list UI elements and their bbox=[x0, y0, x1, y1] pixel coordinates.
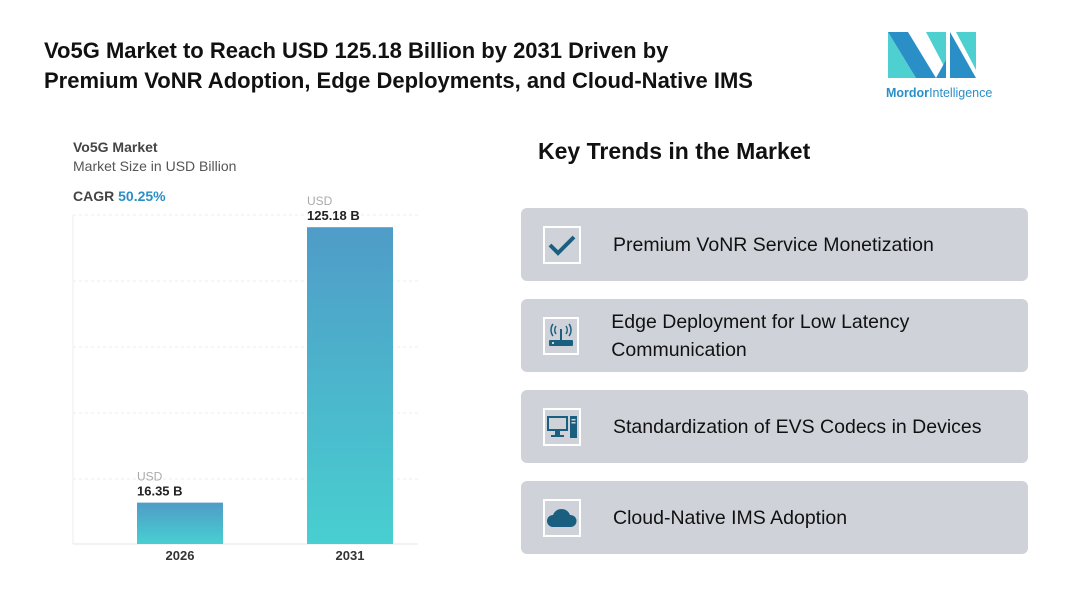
value-prefix: USD bbox=[307, 194, 333, 208]
cagr: CAGR 50.25% bbox=[73, 188, 166, 204]
router-icon bbox=[543, 316, 580, 355]
trend-label: Cloud-Native IMS Adoption bbox=[613, 506, 848, 529]
trend-label: Standardization of EVS Codecs in Devices bbox=[613, 415, 982, 438]
trend-label: Premium VoNR Service Monetization bbox=[613, 233, 934, 256]
cloud-icon bbox=[543, 498, 581, 537]
cagr-label: CAGR bbox=[73, 188, 115, 204]
logo: MordorIntelligence bbox=[886, 30, 992, 100]
logo-brand: Mordor bbox=[886, 86, 930, 100]
x-tick-label: 2031 bbox=[336, 548, 365, 563]
logo-mark-icon bbox=[888, 32, 976, 78]
trends-heading: Key Trends in the Market bbox=[538, 138, 811, 164]
trend-card: Standardization of EVS Codecs in Devices bbox=[521, 390, 1028, 463]
title-line: Vo5G Market to Reach USD 125.18 Billion … bbox=[44, 38, 669, 63]
bar-2031 bbox=[307, 227, 393, 544]
x-tick-label: 2026 bbox=[166, 548, 195, 563]
trend-card: Edge Deployment for Low Latency Communic… bbox=[521, 299, 1028, 372]
trend-card: Premium VoNR Service Monetization bbox=[521, 208, 1028, 281]
chart-title: Vo5G Market bbox=[73, 139, 158, 155]
trend-label: Edge Deployment for Low Latency Communic… bbox=[611, 310, 910, 361]
chart-subtitle: Market Size in USD Billion bbox=[73, 158, 237, 174]
value-label: 16.35 B bbox=[137, 484, 183, 499]
value-prefix: USD bbox=[137, 470, 163, 484]
title-line: Premium VoNR Adoption, Edge Deployments,… bbox=[44, 68, 753, 93]
cagr-value: 50.25% bbox=[118, 188, 166, 204]
logo-brand2: Intelligence bbox=[929, 86, 993, 100]
value-label: 125.18 B bbox=[307, 208, 360, 223]
checkmark-icon bbox=[543, 225, 581, 264]
page-title: Vo5G Market to Reach USD 125.18 Billion … bbox=[44, 36, 753, 96]
trend-card: Cloud-Native IMS Adoption bbox=[521, 481, 1028, 554]
computer-icon bbox=[543, 407, 581, 446]
bar-2026 bbox=[137, 502, 223, 544]
